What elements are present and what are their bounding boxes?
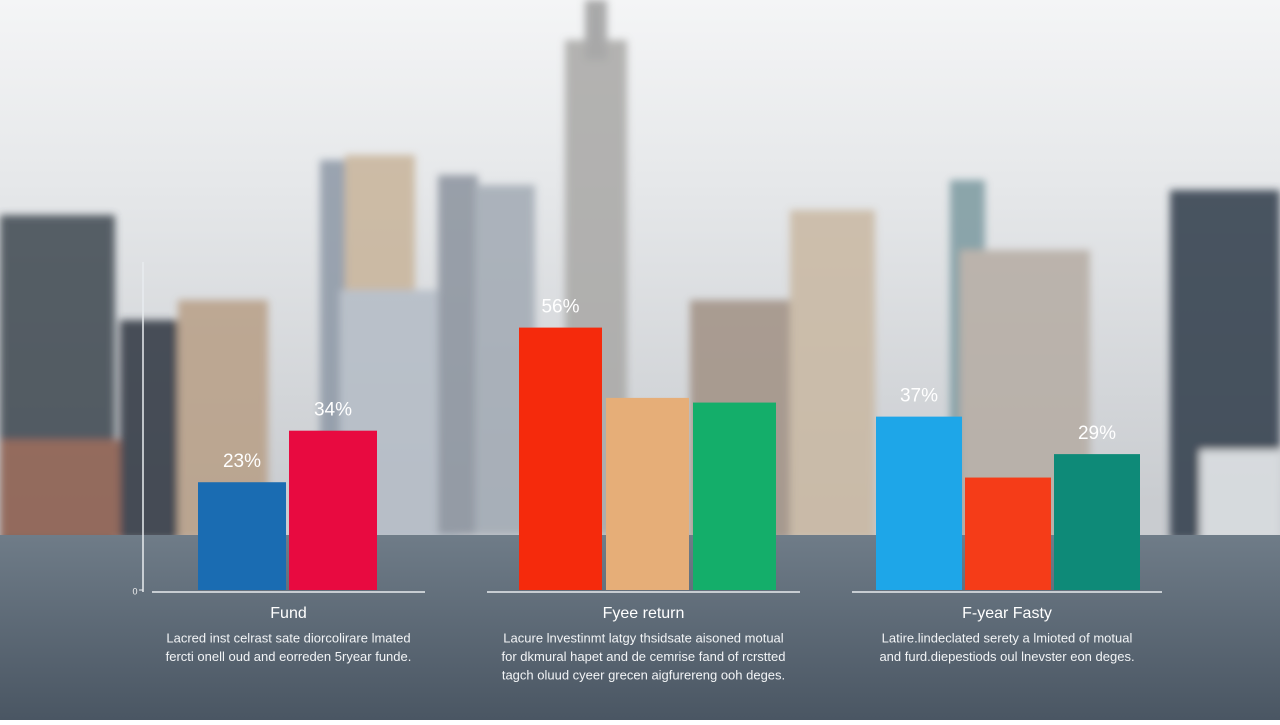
panel-title: F-year Fasty bbox=[962, 605, 1052, 622]
value-label: 23% bbox=[223, 451, 261, 472]
y-tick-label: 0 bbox=[132, 586, 137, 596]
annotation: and furd.diepestiods oul lnevster eon de… bbox=[879, 649, 1134, 664]
annotation: Latire.lindeclated serety a lmioted of m… bbox=[882, 630, 1133, 645]
bar bbox=[876, 416, 962, 590]
bar bbox=[519, 327, 602, 590]
annotation: Lacure lnvestinmt latgy thsidsate aisone… bbox=[503, 630, 783, 645]
bar bbox=[289, 430, 377, 590]
annotation: Lacred inst celrast sate diorcolirare lm… bbox=[166, 630, 410, 645]
value-label: 34% bbox=[314, 400, 352, 421]
bar bbox=[198, 482, 286, 590]
annotation: fercti onell oud and eorreden 5ryear fun… bbox=[166, 649, 412, 664]
value-label: 56% bbox=[541, 297, 579, 318]
annotation: for dkmural hapet and de cemrise fand of… bbox=[502, 649, 786, 664]
panel-title: Fyee return bbox=[603, 605, 685, 622]
bar bbox=[693, 402, 776, 590]
annotation: tagch oluud cyeer grecen aigfurereng ooh… bbox=[502, 667, 785, 682]
value-label: 29% bbox=[1078, 423, 1116, 444]
bar bbox=[606, 397, 689, 590]
bar bbox=[965, 477, 1051, 590]
panel-title: Fund bbox=[270, 605, 306, 622]
bar bbox=[1054, 454, 1140, 590]
value-label: 37% bbox=[900, 386, 938, 407]
